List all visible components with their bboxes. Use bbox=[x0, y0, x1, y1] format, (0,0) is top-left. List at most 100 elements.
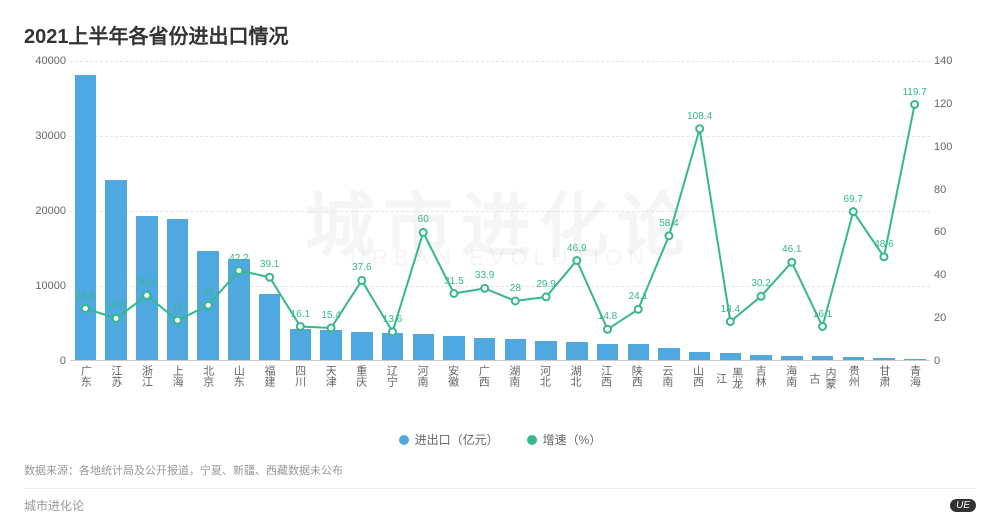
legend: 进出口（亿元） 增速（%） bbox=[24, 431, 976, 448]
line-point bbox=[266, 274, 273, 281]
brand-badge-icon: UE bbox=[950, 499, 976, 512]
line-point bbox=[727, 318, 734, 325]
line-point bbox=[205, 302, 212, 309]
line-value-label: 26 bbox=[203, 287, 214, 298]
line-value-label: 39.1 bbox=[260, 259, 279, 270]
line-point bbox=[450, 290, 457, 297]
x-label: 江苏 bbox=[101, 363, 132, 391]
y-right-tick: 80 bbox=[930, 184, 976, 196]
y-axis-right: 020406080100120140 bbox=[930, 61, 976, 361]
line-value-label: 29.9 bbox=[536, 279, 555, 290]
line-point bbox=[143, 292, 150, 299]
y-right-tick: 40 bbox=[930, 269, 976, 281]
brand-label: 城市进化论 bbox=[24, 497, 84, 514]
line-point bbox=[358, 277, 365, 284]
chart-area: 010000200003000040000 020406080100120140… bbox=[70, 61, 930, 391]
y-right-tick: 100 bbox=[930, 141, 976, 153]
line-value-label: 48.6 bbox=[874, 239, 893, 250]
x-label: 贵州 bbox=[838, 363, 869, 391]
line-value-label: 30.2 bbox=[751, 278, 770, 289]
line-value-label: 19.9 bbox=[106, 300, 125, 311]
x-label: 内蒙古 bbox=[806, 363, 838, 391]
x-label: 北京 bbox=[192, 363, 223, 391]
line-point bbox=[481, 285, 488, 292]
line-value-label: 19 bbox=[172, 302, 183, 313]
x-label: 福建 bbox=[254, 363, 285, 391]
line-point bbox=[420, 229, 427, 236]
line-value-label: 16.1 bbox=[813, 309, 832, 320]
line-point bbox=[819, 323, 826, 330]
line-point bbox=[389, 328, 396, 335]
x-label: 云南 bbox=[652, 363, 683, 391]
line-point bbox=[297, 323, 304, 330]
y-left-tick: 40000 bbox=[24, 55, 70, 67]
y-right-tick: 60 bbox=[930, 226, 976, 238]
line-value-label: 18.4 bbox=[721, 304, 740, 315]
y-left-tick: 30000 bbox=[24, 130, 70, 142]
legend-bar-icon bbox=[399, 435, 409, 445]
line-value-label: 14.8 bbox=[598, 311, 617, 322]
line-point bbox=[328, 325, 335, 332]
x-axis-labels: 广东江苏浙江上海北京山东福建四川天津重庆辽宁河南安徽广西湖南河北湖北江西陕西云南… bbox=[70, 363, 930, 391]
y-right-tick: 0 bbox=[930, 355, 976, 367]
line-value-label: 13.6 bbox=[383, 314, 402, 325]
y-left-tick: 10000 bbox=[24, 280, 70, 292]
line-point bbox=[512, 298, 519, 305]
line-point bbox=[543, 293, 550, 300]
x-label: 安徽 bbox=[437, 363, 468, 391]
line-value-label: 58.4 bbox=[659, 218, 678, 229]
line-value-label: 24.1 bbox=[628, 291, 647, 302]
line-value-label: 16.1 bbox=[291, 309, 310, 320]
data-source-note: 数据来源：各地统计局及公开报道，宁夏、新疆、西藏数据未公布 bbox=[24, 462, 976, 478]
x-label: 广西 bbox=[468, 363, 499, 391]
line-point bbox=[604, 326, 611, 333]
line-point bbox=[696, 125, 703, 132]
y-right-tick: 120 bbox=[930, 98, 976, 110]
x-label: 青海 bbox=[899, 363, 930, 391]
line-point bbox=[788, 259, 795, 266]
line-point bbox=[174, 317, 181, 324]
x-label: 湖南 bbox=[499, 363, 530, 391]
x-label: 黑龙江 bbox=[713, 363, 745, 391]
legend-line-icon bbox=[527, 435, 537, 445]
x-label: 上海 bbox=[162, 363, 193, 391]
x-label: 山东 bbox=[223, 363, 254, 391]
line-point bbox=[635, 306, 642, 313]
legend-line: 增速（%） bbox=[527, 431, 602, 448]
x-label: 重庆 bbox=[345, 363, 376, 391]
line-point bbox=[82, 305, 89, 312]
divider bbox=[24, 488, 976, 489]
plot-area: 24.5 19.9 30.6 19 26 42.2 39.1 16.1 15.4 37.6 13.6… bbox=[70, 61, 930, 361]
line-point bbox=[665, 232, 672, 239]
line-point bbox=[758, 293, 765, 300]
x-label: 四川 bbox=[284, 363, 315, 391]
x-label: 辽宁 bbox=[376, 363, 407, 391]
y-axis-left: 010000200003000040000 bbox=[24, 61, 70, 361]
y-right-tick: 20 bbox=[930, 312, 976, 324]
y-right-tick: 140 bbox=[930, 55, 976, 67]
line-value-label: 46.1 bbox=[782, 244, 801, 255]
x-label: 河南 bbox=[407, 363, 438, 391]
line-value-label: 33.9 bbox=[475, 270, 494, 281]
legend-bar-label: 进出口（亿元） bbox=[415, 431, 499, 448]
x-label: 陕西 bbox=[621, 363, 652, 391]
x-label: 湖北 bbox=[560, 363, 591, 391]
line-value-label: 69.7 bbox=[843, 194, 862, 205]
line-value-label: 42.2 bbox=[229, 253, 248, 264]
line-value-label: 15.4 bbox=[321, 310, 340, 321]
x-label: 吉林 bbox=[745, 363, 776, 391]
line-value-label: 30.6 bbox=[137, 277, 156, 288]
x-label: 河北 bbox=[529, 363, 560, 391]
line-value-label: 60 bbox=[418, 214, 429, 225]
x-label: 天津 bbox=[315, 363, 346, 391]
line-value-label: 31.5 bbox=[444, 276, 463, 287]
y-left-tick: 0 bbox=[24, 355, 70, 367]
line-value-label: 37.6 bbox=[352, 262, 371, 273]
line-value-label: 28 bbox=[510, 283, 521, 294]
x-label: 浙江 bbox=[131, 363, 162, 391]
line-point bbox=[113, 315, 120, 322]
line-value-label: 24.5 bbox=[76, 291, 95, 302]
line-value-label: 119.7 bbox=[902, 87, 926, 98]
line-layer bbox=[70, 41, 930, 361]
line-value-label: 46.9 bbox=[567, 243, 586, 254]
